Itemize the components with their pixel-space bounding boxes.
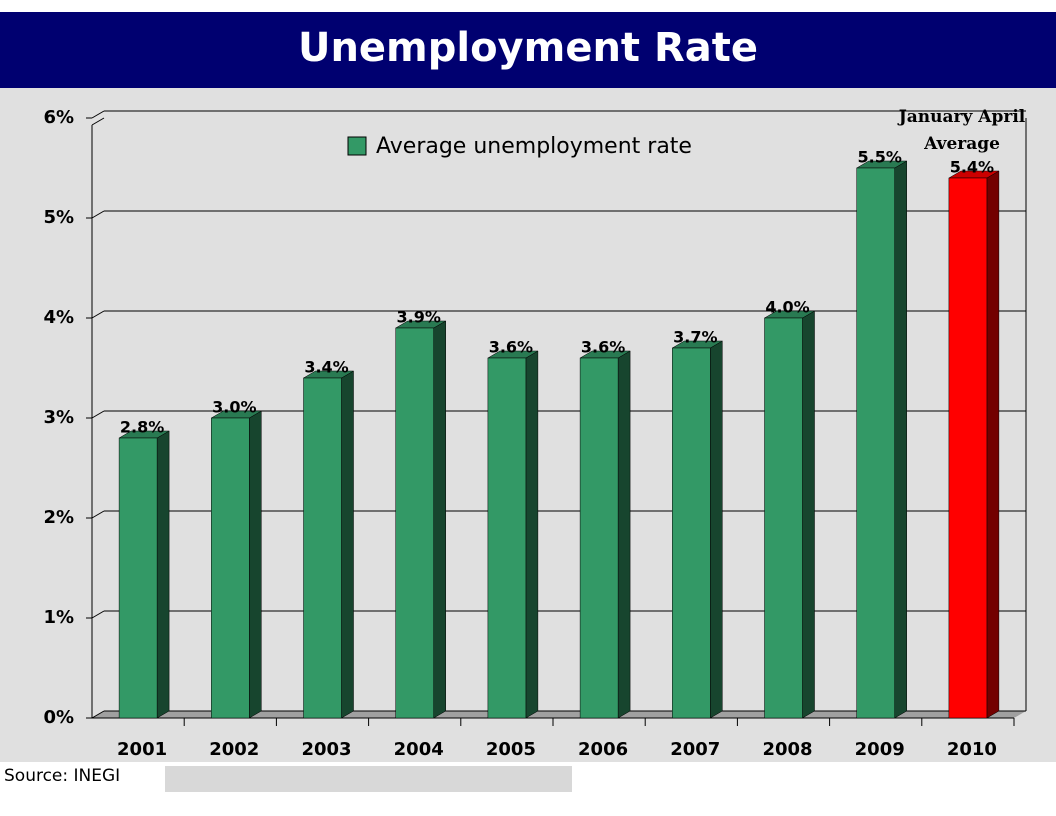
grid-line-side [91,210,105,219]
title-banner [0,12,1056,88]
y-tick-label: 0% [43,707,74,728]
grid-line-side [91,410,105,419]
bar [948,177,988,719]
data-label: 3.7% [673,328,717,347]
bar [764,317,803,719]
bar-side [341,370,354,719]
y-tick-label: 1% [43,607,74,628]
bar-side [986,170,1000,719]
x-tick-label: 2006 [578,739,628,760]
data-label: 3.9% [397,308,441,327]
y-tick-label: 6% [43,107,74,128]
source-box [165,766,572,792]
data-label: 3.4% [304,358,348,377]
data-label: 3.6% [581,338,625,357]
x-tick-label: 2001 [117,739,167,760]
y-tick-label: 4% [43,307,74,328]
bar-side [617,350,631,719]
x-tick-label: 2010 [947,739,997,760]
chart-title: Unemployment Rate [298,25,758,71]
bar-side [433,320,446,719]
data-label: 4.0% [765,298,809,317]
x-tick-label: 2002 [209,739,259,760]
bar-side [249,410,262,719]
y-tick-label: 5% [43,207,74,228]
grid-line-side [91,510,105,519]
x-tick-label: 2004 [394,739,444,760]
bar-side [802,310,815,719]
bar-side [710,340,723,719]
grid-line-side [91,310,105,319]
data-label: 3.0% [212,398,256,417]
data-label: 2.8% [120,418,164,437]
x-tick-label: 2008 [762,739,812,760]
legend-swatch [347,136,367,156]
bar [672,347,711,719]
bar [856,167,895,719]
bar [211,417,250,719]
grid-line-side [91,610,105,619]
legend-label: Average unemployment rate [376,134,692,159]
y-tick-label: 3% [43,407,74,428]
grid-line-side [91,110,105,119]
x-tick-label: 2005 [486,739,536,760]
x-tick-label: 2007 [670,739,720,760]
data-label: 5.4% [950,158,994,177]
bar-side [525,350,539,719]
bar [118,437,158,719]
annotation: January April Average [898,107,1026,154]
bar [395,327,434,719]
grid-line-side [91,710,105,719]
y-tick-label: 2% [43,507,74,528]
data-label: 3.6% [489,338,533,357]
bar [303,377,342,719]
x-tick-label: 2003 [301,739,351,760]
data-label: 5.5% [858,148,902,167]
bar-side [156,430,170,719]
source: Source: INEGI [4,766,120,786]
left-wall-top [91,117,105,126]
bar [487,357,527,719]
bar-side [894,160,907,719]
x-tick-label: 2009 [855,739,905,760]
bar [579,357,619,719]
